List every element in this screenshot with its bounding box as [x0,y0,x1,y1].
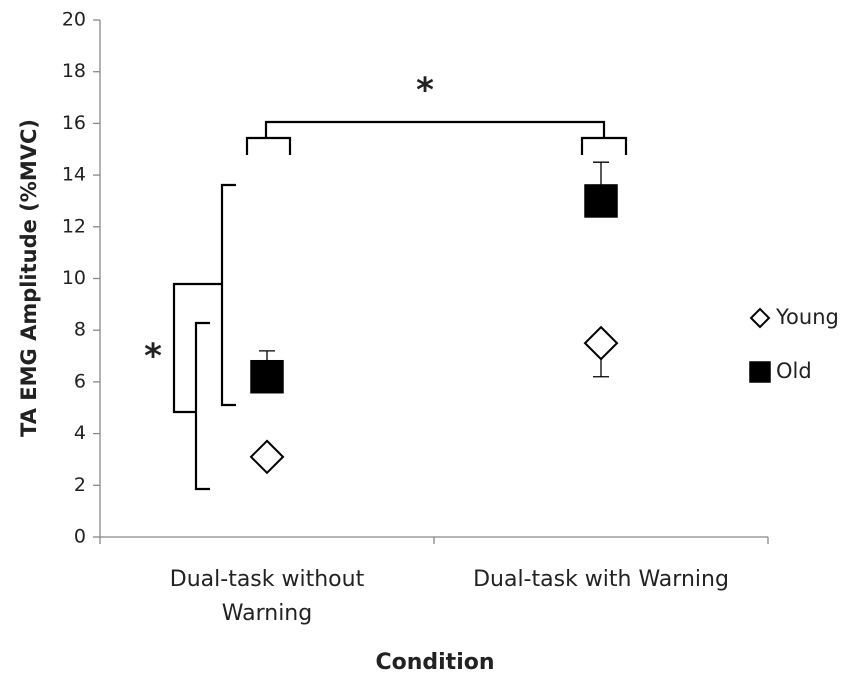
bracket [194,321,210,491]
bracket [580,136,628,155]
y-tick-label: 16 [62,112,86,134]
y-tick-label: 12 [62,215,86,237]
y-tick-label: 20 [62,9,86,31]
bracket [264,120,606,138]
y-tick-label: 2 [74,474,86,496]
x-tick-label: Dual-task with Warning [473,567,729,592]
x-tick-label: Dual-task without Warning [169,567,365,626]
y-tick-label: 18 [62,60,86,82]
marker [583,325,619,361]
marker [584,184,618,218]
legend-label: Old [776,359,812,383]
annotation: * [416,71,434,111]
legend-label: Young [775,305,839,329]
y-tick-label: 0 [74,526,86,548]
bracket [220,183,236,407]
y-tick-label: 6 [74,370,86,392]
significance-brackets [172,120,628,491]
legend-marker [749,361,771,383]
y-tick-label: 14 [62,164,86,186]
y-axis-title: TA EMG Amplitude (%MVC) [17,119,41,437]
x-axis-title: Condition [375,650,494,675]
y-tick-label: 8 [74,319,86,341]
legend-marker [749,307,771,329]
marker [250,359,284,394]
y-tick-label: 10 [62,267,86,289]
y-tick-label: 4 [74,422,86,444]
annotation: * [144,337,162,377]
bracket [245,136,292,155]
bracket [172,282,222,414]
marker [249,439,285,475]
